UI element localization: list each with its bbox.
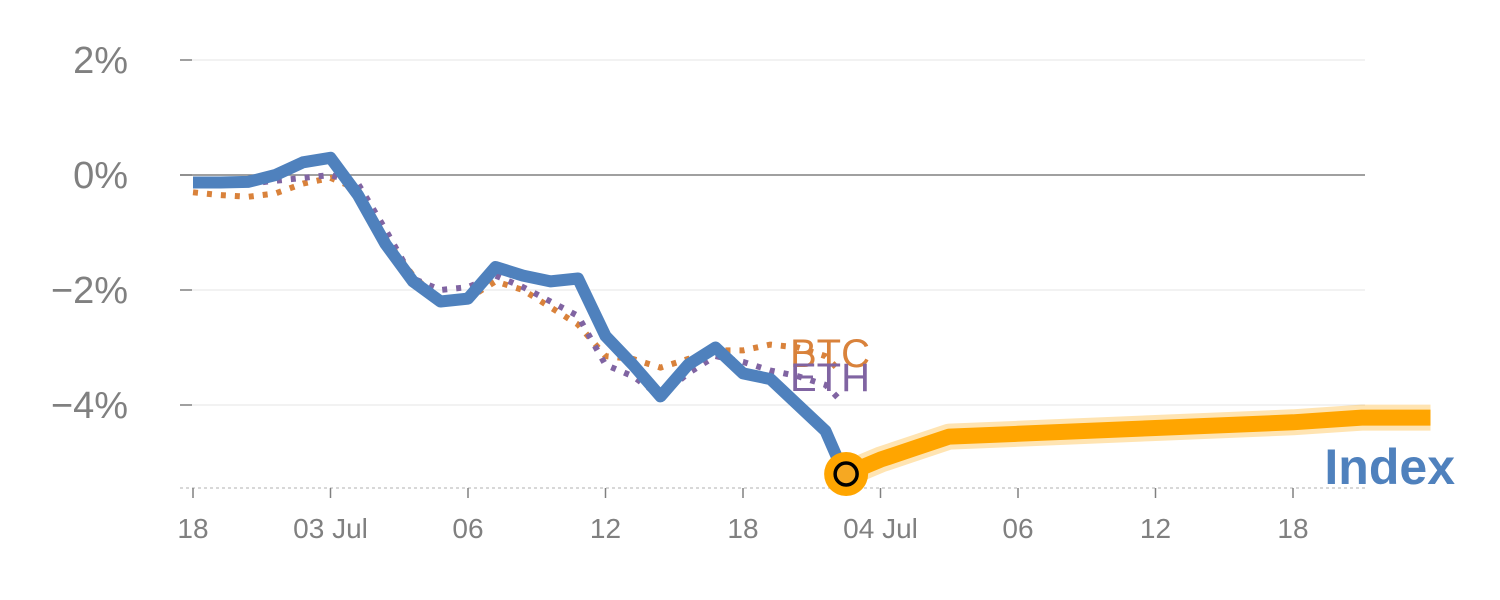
y-tick-label-0: 2% xyxy=(73,40,128,82)
x-tick-label-5: 04 Jul xyxy=(843,513,918,544)
series xyxy=(192,151,1431,496)
projection-line xyxy=(843,409,1431,482)
btc-series-line xyxy=(192,174,842,373)
x-tick-label-1: 03 Jul xyxy=(293,513,368,544)
marker-dot xyxy=(833,461,859,487)
index-series-label: Index xyxy=(1324,439,1455,495)
x-tick-label-6: 06 xyxy=(1002,513,1033,544)
y-tick-label-1: 0% xyxy=(73,155,128,197)
gridlines xyxy=(180,59,1365,406)
index-series-line xyxy=(193,151,852,478)
y-tick-label-2: −2% xyxy=(51,270,128,312)
current-value-marker xyxy=(824,452,869,496)
y-tick-label-3: −4% xyxy=(51,385,128,427)
x-tick-label-8: 18 xyxy=(1277,513,1308,544)
btc-series-label: BTC xyxy=(790,332,870,376)
x-tick-label-0: 18 xyxy=(177,513,208,544)
y-axis: 2% 0% −2% −4% xyxy=(51,40,192,427)
x-tick-label-4: 18 xyxy=(727,513,758,544)
x-tick-label-3: 12 xyxy=(590,513,621,544)
x-tick-label-2: 06 xyxy=(452,513,483,544)
eth-series-line xyxy=(193,172,842,402)
x-tick-label-7: 12 xyxy=(1140,513,1171,544)
eth-series-label: ETH xyxy=(790,356,870,400)
x-axis: 18 03 Jul 06 12 18 04 Jul 06 12 18 xyxy=(177,487,1365,544)
